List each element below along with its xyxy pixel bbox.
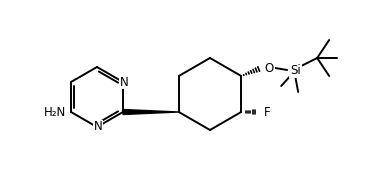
Text: N: N bbox=[120, 75, 128, 88]
Polygon shape bbox=[123, 109, 179, 114]
Text: N: N bbox=[94, 120, 102, 133]
Text: Si: Si bbox=[290, 63, 301, 76]
Text: O: O bbox=[264, 61, 274, 74]
Text: F: F bbox=[264, 106, 271, 119]
Text: H₂N: H₂N bbox=[44, 106, 66, 119]
